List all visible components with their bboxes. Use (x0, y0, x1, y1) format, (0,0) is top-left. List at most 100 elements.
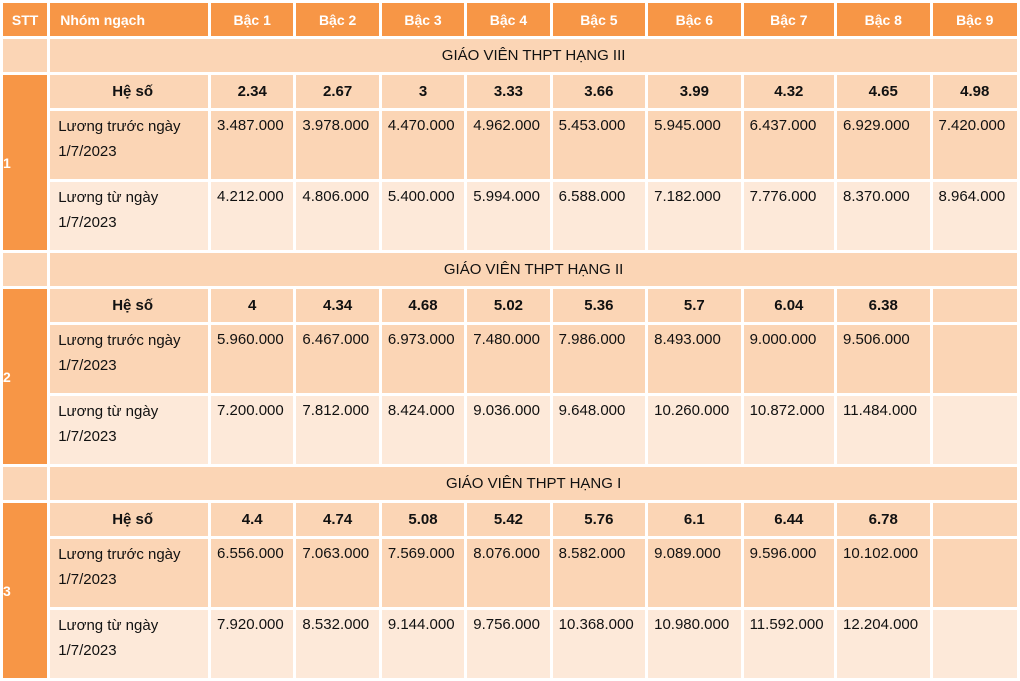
salary-before-row: Lương trước ngày 1/7/2023 6.556.000 7.063.0… (3, 539, 1017, 607)
salary-after-row: Lương từ ngày 1/7/2023 7.920.000 8.532.000 9… (3, 610, 1017, 678)
header-row: STT Nhóm ngạch Bậc 1 Bậc 2 Bậc 3 Bậc 4 B… (3, 3, 1017, 36)
salary-after-cell: 7.182.000 (648, 182, 741, 250)
salary-before-cell: 6.973.000 (381, 325, 465, 393)
coefficient-cell: 4.65 (837, 75, 930, 108)
coefficient-cell: 5.7 (648, 289, 741, 322)
stt-spacer (3, 467, 48, 500)
salary-before-cell: 8.582.000 (552, 539, 646, 607)
stt-spacer (3, 39, 48, 72)
rank-title: GIÁO VIÊN THPT HẠNG I (50, 467, 1017, 500)
salary-before-label-line1: Lương trước ngày (58, 118, 181, 135)
salary-after-cell: 10.368.000 (552, 610, 646, 678)
salary-before-cell: 3.978.000 (296, 111, 379, 179)
salary-after-cell: 12.204.000 (837, 610, 930, 678)
salary-before-label-line1: Lương trước ngày (58, 546, 181, 563)
coefficient-cell: 5.08 (381, 503, 465, 536)
salary-before-cell: 9.089.000 (648, 539, 741, 607)
header-level: Bậc 8 (837, 3, 930, 36)
coefficient-cell: 2.67 (296, 75, 379, 108)
coefficient-cell: 4.68 (381, 289, 465, 322)
salary-before-row: Lương trước ngày 1/7/2023 5.960.000 6.467.0… (3, 325, 1017, 393)
salary-after-cell (932, 610, 1017, 678)
header-level: Bậc 1 (211, 3, 294, 36)
salary-after-cell: 11.592.000 (743, 610, 835, 678)
coefficient-row: 2 Hệ số 4 4.34 4.68 5.02 5.36 5.7 6.04 6.38 (3, 289, 1017, 464)
salary-before-cell: 7.420.000 (932, 111, 1017, 179)
salary-before-cell: 7.569.000 (381, 539, 465, 607)
salary-before-label: Lương trước ngày 1/7/2023 (50, 111, 209, 179)
rank-title: GIÁO VIÊN THPT HẠNG III (50, 39, 1017, 72)
coefficient-cell: 4.34 (296, 289, 379, 322)
salary-after-cell: 9.756.000 (467, 610, 550, 678)
salary-before-label-line2: 1/7/2023 (58, 357, 117, 374)
stt-number: 1 (3, 75, 48, 250)
salary-before-label: Lương trước ngày 1/7/2023 (50, 539, 209, 607)
salary-before-cell: 4.962.000 (467, 111, 550, 179)
salary-after-row: Lương từ ngày 1/7/2023 4.212.000 4.806.000 5… (3, 182, 1017, 250)
salary-before-row: Lương trước ngày 1/7/2023 3.487.000 3.978.0… (3, 111, 1017, 179)
coefficient-cell: 4.4 (211, 503, 294, 536)
salary-before-label-line1: Lương trước ngày (58, 332, 181, 349)
salary-before-label: Lương trước ngày 1/7/2023 (50, 325, 209, 393)
salary-after-cell: 9.648.000 (552, 396, 646, 464)
salary-after-cell: 9.144.000 (381, 610, 465, 678)
salary-after-cell: 10.872.000 (743, 396, 835, 464)
salary-after-label-line1: Lương từ ngày (58, 403, 159, 420)
coefficient-cell: 5.02 (467, 289, 550, 322)
salary-after-cell: 8.964.000 (932, 182, 1017, 250)
salary-before-cell: 7.063.000 (296, 539, 379, 607)
salary-before-cell: 6.467.000 (296, 325, 379, 393)
salary-after-cell: 7.200.000 (211, 396, 294, 464)
salary-after-cell: 9.036.000 (467, 396, 550, 464)
salary-before-cell: 5.945.000 (648, 111, 741, 179)
salary-after-cell: 4.212.000 (211, 182, 294, 250)
salary-after-cell: 4.806.000 (296, 182, 379, 250)
coefficient-cell: 6.44 (743, 503, 835, 536)
coefficient-label: Hệ số (50, 289, 209, 322)
salary-after-label-line2: 1/7/2023 (58, 428, 117, 445)
rank-title: GIÁO VIÊN THPT HẠNG II (50, 253, 1017, 286)
salary-before-cell: 4.470.000 (381, 111, 465, 179)
coefficient-cell: 5.42 (467, 503, 550, 536)
coefficient-label: Hệ số (50, 503, 209, 536)
salary-before-cell (932, 539, 1017, 607)
salary-after-cell: 11.484.000 (837, 396, 930, 464)
salary-after-cell: 10.980.000 (648, 610, 741, 678)
coefficient-cell: 3.99 (648, 75, 741, 108)
salary-before-cell: 5.453.000 (552, 111, 646, 179)
rank-row: GIÁO VIÊN THPT HẠNG II (3, 253, 1017, 286)
coefficient-cell (932, 289, 1017, 322)
salary-before-cell: 7.986.000 (552, 325, 646, 393)
salary-after-row: Lương từ ngày 1/7/2023 7.200.000 7.812.000 8… (3, 396, 1017, 464)
salary-after-cell: 8.370.000 (837, 182, 930, 250)
salary-after-cell: 7.776.000 (743, 182, 835, 250)
salary-after-cell: 5.994.000 (467, 182, 550, 250)
stt-number: 3 (3, 503, 48, 678)
salary-before-cell: 3.487.000 (211, 111, 294, 179)
salary-before-cell: 9.000.000 (743, 325, 835, 393)
coefficient-cell: 3.66 (552, 75, 646, 108)
salary-after-label: Lương từ ngày 1/7/2023 (50, 182, 209, 250)
salary-before-cell: 7.480.000 (467, 325, 550, 393)
coefficient-cell: 2.34 (211, 75, 294, 108)
salary-after-label-line1: Lương từ ngày (58, 189, 159, 206)
salary-after-cell: 7.920.000 (211, 610, 294, 678)
coefficient-row: 3 Hệ số 4.4 4.74 5.08 5.42 5.76 6.1 6.44 6.78 (3, 503, 1017, 678)
coefficient-label: Hệ số (50, 75, 209, 108)
salary-before-cell: 9.506.000 (837, 325, 930, 393)
header-level: Bậc 5 (552, 3, 646, 36)
salary-before-cell (932, 325, 1017, 393)
header-level: Bậc 4 (467, 3, 550, 36)
salary-before-cell: 10.102.000 (837, 539, 930, 607)
coefficient-cell: 4 (211, 289, 294, 322)
salary-before-label-line2: 1/7/2023 (58, 571, 117, 588)
coefficient-cell: 6.04 (743, 289, 835, 322)
salary-before-cell: 9.596.000 (743, 539, 835, 607)
header-level: Bậc 3 (381, 3, 465, 36)
salary-after-cell: 8.532.000 (296, 610, 379, 678)
salary-before-cell: 6.929.000 (837, 111, 930, 179)
rank-row: GIÁO VIÊN THPT HẠNG III (3, 39, 1017, 72)
coefficient-cell (932, 503, 1017, 536)
coefficient-cell: 5.76 (552, 503, 646, 536)
